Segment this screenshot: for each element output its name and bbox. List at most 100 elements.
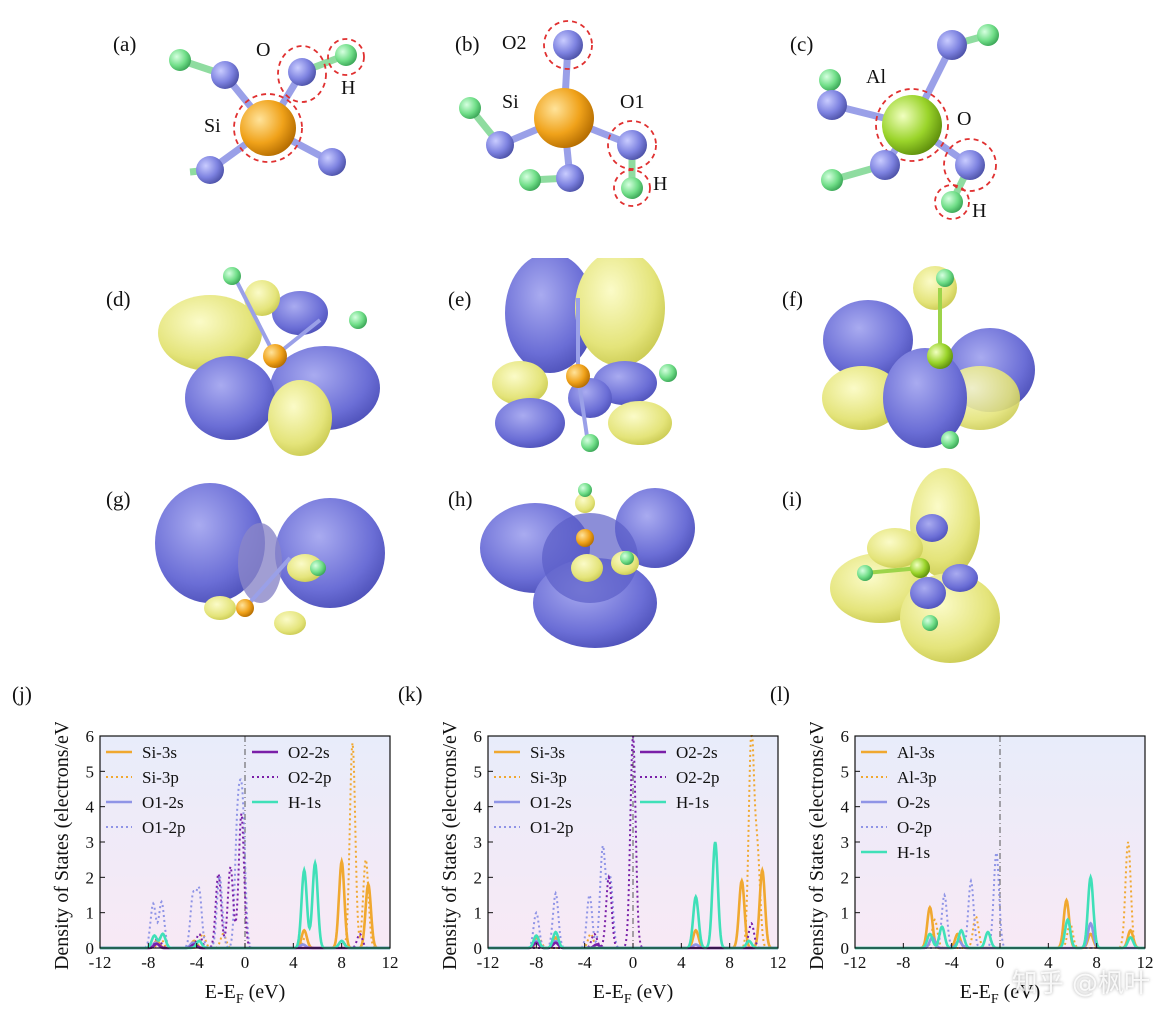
atom-o [211,61,239,89]
atom-o [318,148,346,176]
orbital-i [830,468,1000,663]
y-tick-label: 6 [86,727,95,746]
x-tick-label: 0 [996,953,1005,972]
legend-label: O2-2p [676,768,719,787]
molecule-a: O H Si [169,38,365,184]
y-tick-label: 4 [86,798,95,817]
svg-text:O: O [957,108,971,130]
x-tick-label: -8 [896,953,910,972]
panel-label-a: (a) [113,32,137,56]
x-tick-label: 8 [337,953,346,972]
legend-label: O1-2p [142,818,185,837]
x-tick-label: 4 [289,953,298,972]
label-o: O [256,39,270,61]
atom-si [240,100,296,156]
panel-label-b: (b) [455,32,480,56]
y-tick-label: 2 [841,868,850,887]
x-tick-label: 0 [629,953,638,972]
x-tick-label: -4 [190,953,205,972]
orbital-e [492,258,677,452]
y-tick-label: 1 [474,904,483,923]
legend-label: O2-2p [288,768,331,787]
legend-label: O1-2s [530,793,572,812]
y-axis-label: Density of States (electrons/eV) [51,722,73,970]
y-tick-label: 1 [86,904,95,923]
x-tick-label: -4 [578,953,593,972]
svg-text:H: H [972,200,986,220]
orbital-f [822,266,1035,449]
y-tick-label: 2 [86,868,95,887]
watermark: 知乎 @枫叶 [1011,969,1150,999]
x-tick-label: 12 [382,953,399,972]
panel-label-k: (k) [398,682,423,706]
x-axis-label: E-EF (eV) [593,981,674,1007]
x-tick-label: -12 [477,953,500,972]
y-tick-label: 0 [841,939,850,958]
legend-label: H-1s [897,843,930,862]
x-axis-label: E-EF (eV) [960,981,1041,1007]
label-h: H [341,77,355,99]
x-tick-label: -8 [141,953,155,972]
x-tick-label: -12 [844,953,867,972]
x-tick-label: -8 [529,953,543,972]
y-tick-label: 0 [474,939,483,958]
panel-label-g: (g) [106,487,131,511]
y-tick-label: 5 [86,762,95,781]
panel-label-j: (j) [12,682,32,706]
orbital-g [155,483,385,635]
y-tick-label: 4 [474,798,483,817]
y-tick-label: 6 [474,727,483,746]
y-tick-label: 2 [474,868,483,887]
panel-label-e: (e) [448,287,472,311]
x-tick-label: 8 [725,953,734,972]
legend-label: Al-3s [897,743,935,762]
highlight-ring [277,45,327,103]
legend-label: O1-2s [142,793,184,812]
x-tick-label: 4 [1044,953,1053,972]
atom-h [169,49,191,71]
x-tick-label: 4 [677,953,686,972]
svg-text:O1: O1 [620,91,644,113]
x-tick-label: 8 [1092,953,1101,972]
panel-label-l: (l) [770,682,790,706]
molecule-c: Al O H [817,24,999,220]
svg-text:Si: Si [502,91,519,113]
x-tick-label: -4 [945,953,960,972]
atom-o [288,58,316,86]
svg-text:H: H [653,173,667,195]
x-tick-label: -12 [89,953,112,972]
panel-label-f: (f) [782,287,803,311]
x-tick-label: 12 [1137,953,1154,972]
panel-label-i: (i) [782,487,802,511]
x-tick-label: 12 [770,953,787,972]
y-tick-label: 6 [841,727,850,746]
y-tick-label: 3 [841,833,850,852]
legend-label: Si-3s [142,743,177,762]
legend-label: Si-3s [530,743,565,762]
legend-label: O-2s [897,793,930,812]
y-tick-label: 4 [841,798,850,817]
orbital-isosurfaces [155,258,1035,663]
y-tick-label: 5 [474,762,483,781]
highlight-ring [327,38,365,76]
atom-o [196,156,224,184]
y-axis-label: Density of States (electrons/eV) [806,722,828,970]
legend-label: O2-2s [676,743,718,762]
label-si: Si [204,115,221,137]
panel-label-c: (c) [790,32,814,56]
svg-text:Al: Al [866,66,886,88]
legend-label: O1-2p [530,818,573,837]
molecule-b: O2 Si O1 H [459,20,667,207]
y-tick-label: 5 [841,762,850,781]
x-axis-label: E-EF (eV) [205,981,286,1007]
legend-label: H-1s [288,793,321,812]
y-axis-label: Density of States (electrons/eV) [439,722,461,970]
legend-label: Si-3p [142,768,179,787]
panel-label-h: (h) [448,487,473,511]
svg-text:O2: O2 [502,32,526,54]
y-tick-label: 1 [841,904,850,923]
orbital-d [158,267,380,456]
